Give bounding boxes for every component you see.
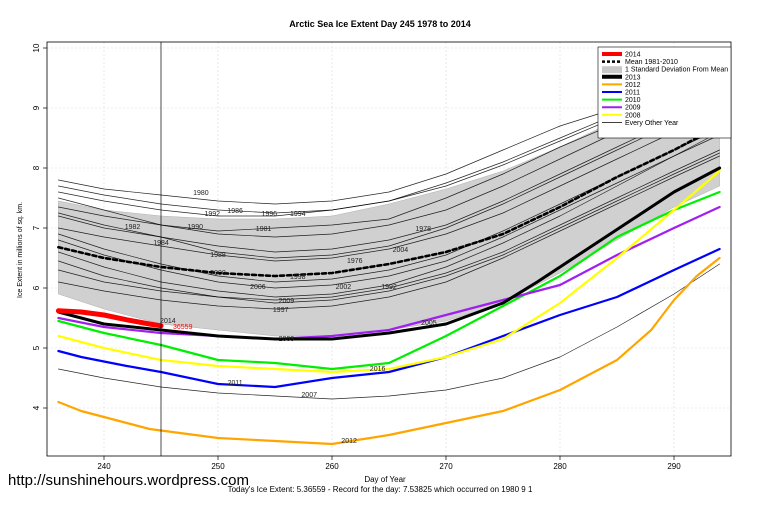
y-tick-label: 4 [32, 405, 41, 410]
y-tick-label: 7 [32, 225, 41, 230]
series-line-2011 [57, 247, 721, 389]
x-axis-label: Day of Year [364, 475, 406, 484]
chart-subtitle: Today's Ice Extent: 5.36559 - Record for… [228, 485, 533, 494]
x-tick-label: 240 [97, 462, 111, 471]
year-label: 2012 [341, 438, 357, 445]
year-label: 1980 [193, 190, 209, 197]
year-label: 2000 [210, 270, 226, 277]
legend-label-2014: 2014 [625, 52, 641, 59]
year-label: 2009 [279, 298, 295, 305]
year-label: 1992 [205, 211, 221, 218]
y-tick-label: 9 [32, 105, 41, 110]
y-tick-label: 8 [32, 165, 41, 170]
year-label: 1994 [290, 211, 306, 218]
x-tick-label: 270 [439, 462, 453, 471]
year-label: 2011 [228, 380, 243, 387]
year-label: 1998 [290, 274, 306, 281]
year-label: 1976 [347, 258, 363, 265]
x-tick-label: 260 [325, 462, 339, 471]
year-label: 1997 [273, 307, 289, 314]
y-tick-label: 6 [32, 285, 41, 290]
x-tick-label: 290 [667, 462, 681, 471]
y-axis-label: Ice Extent in millions of sq. km. [17, 202, 24, 298]
year-label: 2006 [250, 284, 266, 291]
year-label: 1984 [153, 240, 169, 247]
year-label: 1990 [187, 224, 203, 231]
series-line-2013 [56, 166, 722, 341]
chart-title: Arctic Sea Ice Extent Day 245 1978 to 20… [289, 19, 471, 29]
year-label: 1986 [227, 208, 243, 215]
year-label: 2003 [279, 336, 295, 343]
year-label: 1992 [381, 284, 397, 291]
y-tick-label: 5 [32, 345, 41, 350]
year-label: 2002 [336, 284, 352, 291]
legend-label-2011: 2011 [625, 90, 640, 97]
year-label: 2007 [301, 392, 317, 399]
current-value-label: 36559 [173, 324, 193, 331]
legend-label-2010: 2010 [625, 97, 641, 104]
year-label: 1988 [210, 252, 226, 259]
legend-label-1-standard-deviation-from-mean: 1 Standard Deviation From Mean [625, 67, 728, 74]
year-label: 2004 [393, 247, 409, 254]
year-label: 1978 [415, 226, 431, 233]
series-line-2012 [57, 256, 721, 446]
year-label: 2016 [370, 366, 386, 373]
annotation-layer: 1980 1986 1996 1994 1992 1982 1990 1981 1978 1984… [125, 190, 437, 445]
series-line-2014 [55, 308, 164, 329]
year-label: 2005 [421, 320, 437, 327]
year-label: 1982 [125, 224, 141, 231]
x-tick-label: 250 [211, 462, 225, 471]
legend-label-2009: 2009 [625, 105, 641, 112]
x-tick-label: 280 [553, 462, 567, 471]
legend-swatch-1-standard-deviation-from-mean [602, 66, 622, 74]
axes-layer: 240 250 260 270 280 290 4 5 6 7 8 9 10 [32, 41, 732, 471]
year-label: 2014 [160, 318, 176, 325]
legend-label-mean-1981-2010: Mean 1981-2010 [625, 59, 678, 66]
website-url: http://sunshinehours.wordpress.com [8, 472, 249, 489]
legend-label-2008: 2008 [625, 112, 641, 119]
legend-label-2012: 2012 [625, 82, 641, 89]
y-tick-label: 10 [32, 43, 41, 52]
year-label: 1996 [262, 211, 278, 218]
legend-label-every-other-year: Every Other Year [625, 120, 679, 127]
year-label: 1981 [256, 226, 272, 233]
legend-label-2013: 2013 [625, 74, 641, 81]
plot-frame [46, 41, 732, 457]
